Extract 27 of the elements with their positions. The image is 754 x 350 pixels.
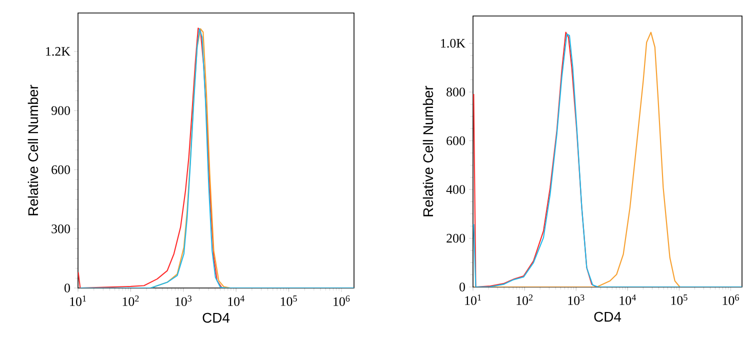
y-tick-label: 600 bbox=[446, 136, 465, 146]
x-tick-label: 10$^{5}$ bbox=[671, 294, 688, 305]
y-tick-label: 0 bbox=[460, 282, 465, 292]
y-tick-label: 300 bbox=[52, 224, 70, 234]
y-tick-label: 800 bbox=[446, 88, 465, 96]
y-axis-title: Relative Cell Number bbox=[422, 86, 434, 216]
x-tick-label: 10$^{4}$ bbox=[228, 296, 244, 306]
x-tick-label: 10$^{1}$ bbox=[70, 296, 86, 306]
x-tick-label: 10$^{2}$ bbox=[516, 294, 533, 305]
y-tick-label: 1.2K bbox=[46, 47, 70, 56]
y-tick-label: 600 bbox=[52, 165, 70, 174]
x-tick-label: 10$^{3}$ bbox=[568, 294, 584, 305]
x-tick-label: 10$^{6}$ bbox=[334, 296, 350, 306]
y-axis-title: Relative Cell Number bbox=[28, 84, 38, 216]
y-tick-label: 1.0K bbox=[441, 38, 466, 48]
x-tick-label: 10$^{6}$ bbox=[722, 294, 739, 305]
x-tick-label: 10$^{5}$ bbox=[280, 296, 297, 306]
x-tick-label: 10$^{2}$ bbox=[122, 296, 139, 306]
y-tick-label: 0 bbox=[64, 284, 70, 292]
x-axis-title: CD4 bbox=[202, 312, 230, 323]
y-tick-label: 400 bbox=[446, 185, 465, 194]
x-tick-label: 10$^{1}$ bbox=[465, 294, 481, 305]
y-tick-label: 200 bbox=[446, 234, 465, 243]
y-tick-label: 900 bbox=[51, 106, 70, 115]
x-tick-label: 10$^{4}$ bbox=[620, 294, 636, 305]
x-axis-title: CD4 bbox=[594, 312, 622, 322]
x-tick-label: 10$^{3}$ bbox=[176, 296, 192, 306]
